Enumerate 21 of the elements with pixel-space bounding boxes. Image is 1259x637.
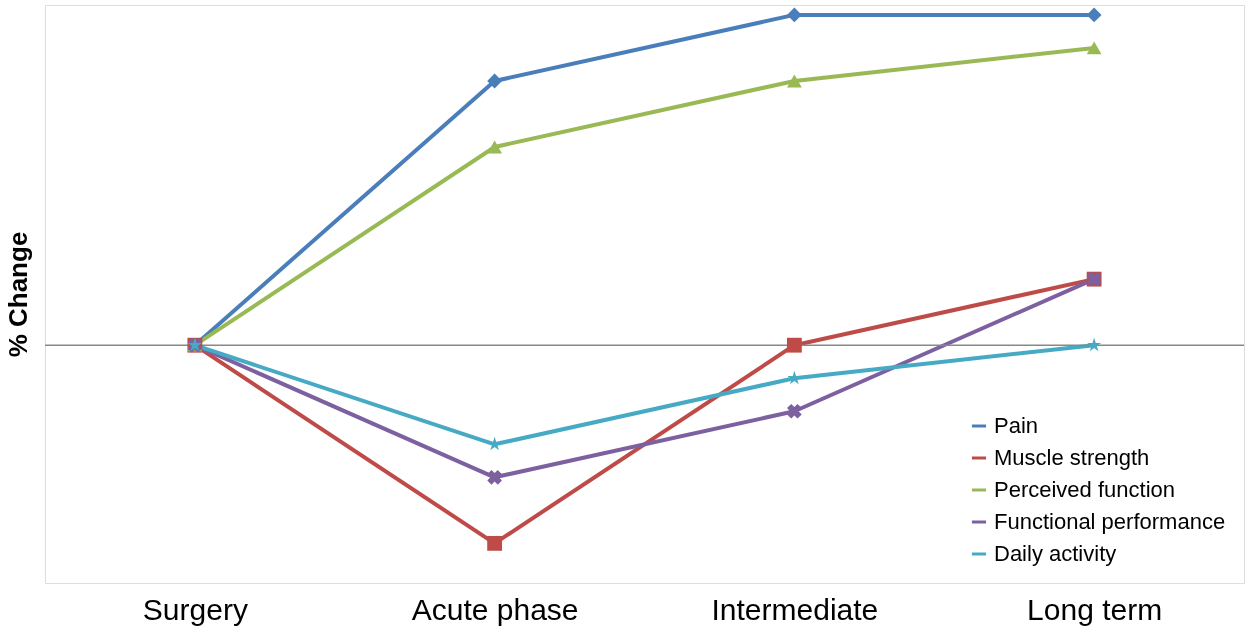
- x-tick-label: Long term: [1027, 592, 1163, 626]
- point: [786, 7, 802, 23]
- point: [487, 469, 502, 485]
- point: [487, 140, 503, 154]
- point: [786, 337, 802, 353]
- point: [487, 535, 503, 551]
- legend-label: Functional performance: [994, 509, 1226, 534]
- legend-label: Muscle strength: [994, 445, 1150, 470]
- legend-label: Daily activity: [994, 541, 1117, 566]
- y-axis-title: % Change: [2, 231, 33, 358]
- x-tick-label: Intermediate: [711, 592, 879, 626]
- point: [1086, 7, 1102, 23]
- point: [487, 73, 503, 89]
- point: [786, 74, 802, 88]
- point: [787, 403, 802, 419]
- x-tick-label: Acute phase: [411, 592, 579, 626]
- legend-label: Perceived function: [994, 477, 1175, 502]
- x-tick-label: Surgery: [142, 592, 248, 626]
- point: [1087, 337, 1102, 352]
- legend-label: Pain: [994, 413, 1039, 438]
- point: [1086, 41, 1102, 55]
